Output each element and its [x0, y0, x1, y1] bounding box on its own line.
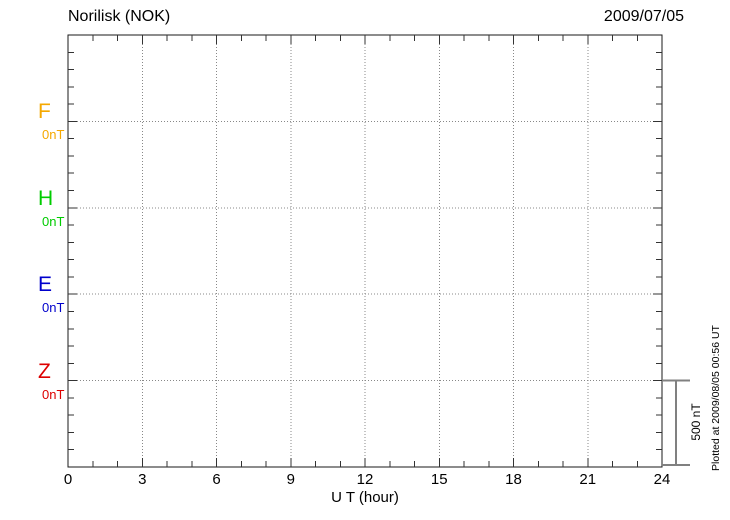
x-tick-label: 24	[653, 471, 671, 488]
x-tick-label: 9	[286, 471, 295, 488]
channel-label-f: F 0nT	[38, 101, 78, 141]
x-tick-label: 18	[505, 471, 522, 488]
observation-date: 2009/07/05	[603, 8, 684, 25]
scale-bar-label: 500 nT	[689, 403, 703, 441]
station-title: Norilisk (NOK)	[68, 8, 171, 25]
x-tick-label: 3	[138, 471, 147, 488]
x-tick-label: 6	[212, 471, 221, 488]
x-tick-label: 12	[356, 471, 374, 488]
channel-letter: H	[38, 186, 54, 210]
channel-baseline-value: 0nT	[42, 213, 65, 229]
plotted-at-note: Plotted at 2009/08/05 00:56 UT	[710, 325, 722, 471]
channel-letter: F	[38, 100, 51, 124]
channel-label-e: E 0nT	[38, 274, 78, 314]
x-tick-label: 15	[430, 471, 448, 488]
channel-letter: E	[38, 273, 53, 297]
channel-baseline-value: 0nT	[42, 386, 65, 402]
channel-label-z: Z 0nT	[38, 361, 78, 401]
x-axis-label: U T (hour)	[331, 489, 399, 506]
x-tick-label: 21	[579, 471, 597, 488]
channel-label-h: H 0nT	[38, 188, 78, 228]
x-tick-label: 0	[63, 471, 73, 488]
channel-baseline-value: 0nT	[42, 300, 65, 316]
channel-letter: Z	[38, 359, 51, 383]
channel-baseline-value: 0nT	[42, 127, 65, 143]
